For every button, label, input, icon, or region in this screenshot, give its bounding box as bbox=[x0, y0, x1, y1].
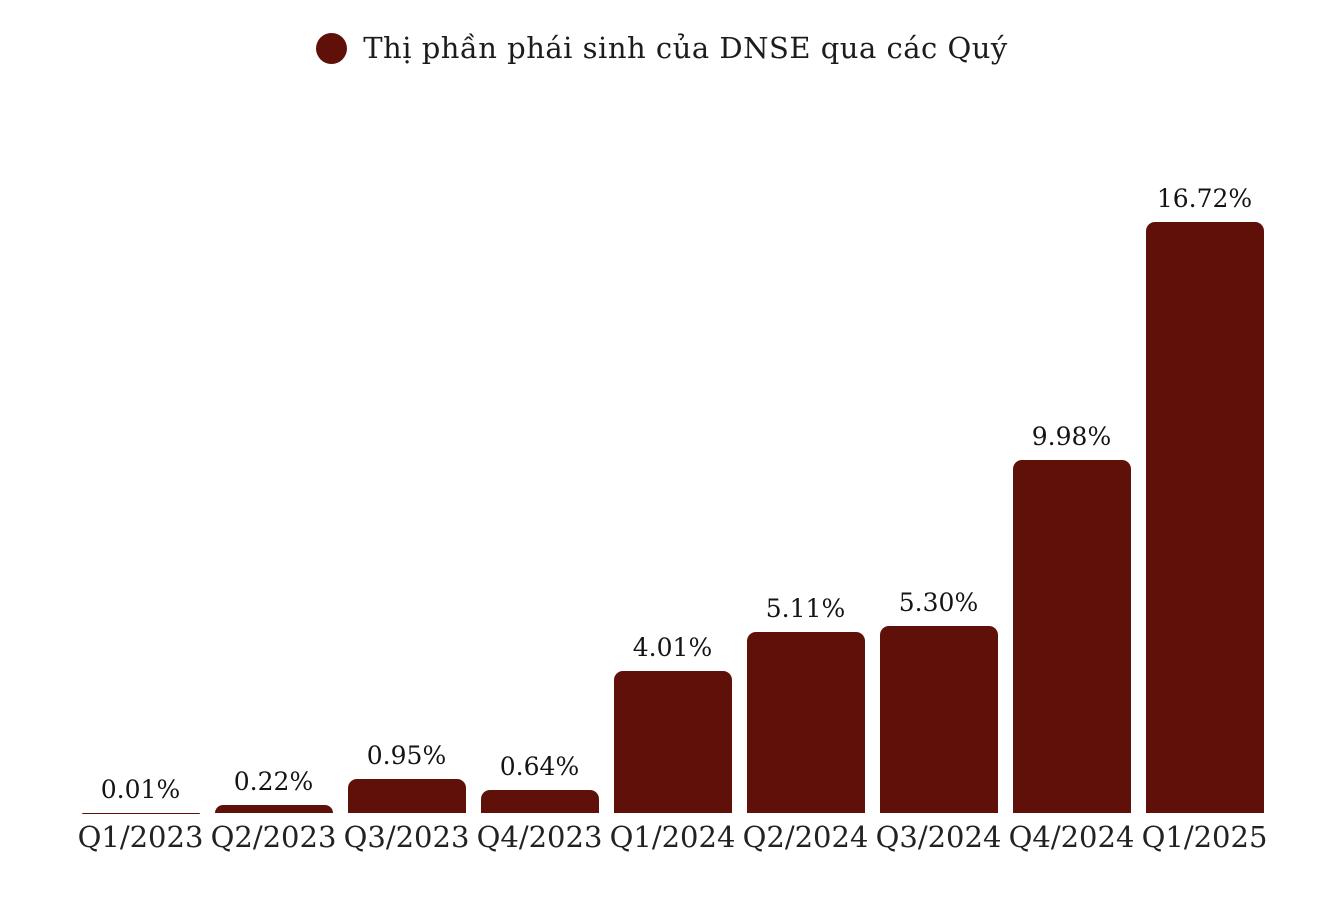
x-axis-label: Q3/2024 bbox=[875, 820, 1002, 854]
bar-group: 0.64% bbox=[473, 0, 606, 813]
bar bbox=[480, 790, 599, 813]
x-axis-label: Q4/2024 bbox=[1008, 820, 1135, 854]
bar-value-label: 5.30% bbox=[898, 587, 979, 617]
chart-legend: Thị phần phái sinh của DNSE qua các Quý bbox=[0, 31, 1324, 65]
legend-dot-icon bbox=[316, 32, 348, 64]
bar-group: 5.30% bbox=[872, 0, 1005, 813]
x-axis-label: Q4/2023 bbox=[476, 820, 603, 854]
bar-group: 5.11% bbox=[739, 0, 872, 813]
bar-value-label: 16.72% bbox=[1156, 183, 1253, 213]
x-axis: Q1/2023 Q2/2023 Q3/2023 Q4/2023 Q1/2024 Q2/20… bbox=[74, 820, 1271, 864]
bar bbox=[1145, 221, 1264, 813]
x-axis-label: Q1/2023 bbox=[77, 820, 204, 854]
bar-group: 0.95% bbox=[340, 0, 473, 813]
bar-value-label: 9.98% bbox=[1031, 422, 1112, 452]
bar-group: 16.72% bbox=[1138, 0, 1271, 813]
bar bbox=[746, 632, 865, 813]
chart-title: Thị phần phái sinh của DNSE qua các Quý bbox=[363, 31, 1008, 65]
x-axis-label: Q2/2024 bbox=[742, 820, 869, 854]
bar-value-label: 5.11% bbox=[765, 594, 846, 624]
bar bbox=[613, 671, 732, 813]
bar bbox=[214, 805, 333, 813]
bar-value-label: 0.95% bbox=[366, 741, 447, 771]
bar bbox=[1012, 460, 1131, 813]
bar-group: 0.22% bbox=[207, 0, 340, 813]
bar-value-label: 0.22% bbox=[233, 767, 314, 797]
bar bbox=[347, 779, 466, 813]
x-axis-label: Q2/2023 bbox=[210, 820, 337, 854]
bar-value-label: 0.64% bbox=[499, 752, 580, 782]
bar-group: 0.01% bbox=[74, 0, 207, 813]
bar-group: 9.98% bbox=[1005, 0, 1138, 813]
plot-area: 0.01% 0.22% 0.95% 0.64% 4.01% 5.11% 5.30% 9.98%… bbox=[74, 0, 1271, 813]
bar-value-label: 4.01% bbox=[632, 633, 713, 663]
x-axis-label: Q1/2025 bbox=[1141, 820, 1268, 854]
x-axis-label: Q1/2024 bbox=[609, 820, 736, 854]
x-axis-label: Q3/2023 bbox=[343, 820, 470, 854]
bar-value-label: 0.01% bbox=[100, 774, 181, 804]
bar-group: 4.01% bbox=[606, 0, 739, 813]
bar bbox=[879, 625, 998, 813]
